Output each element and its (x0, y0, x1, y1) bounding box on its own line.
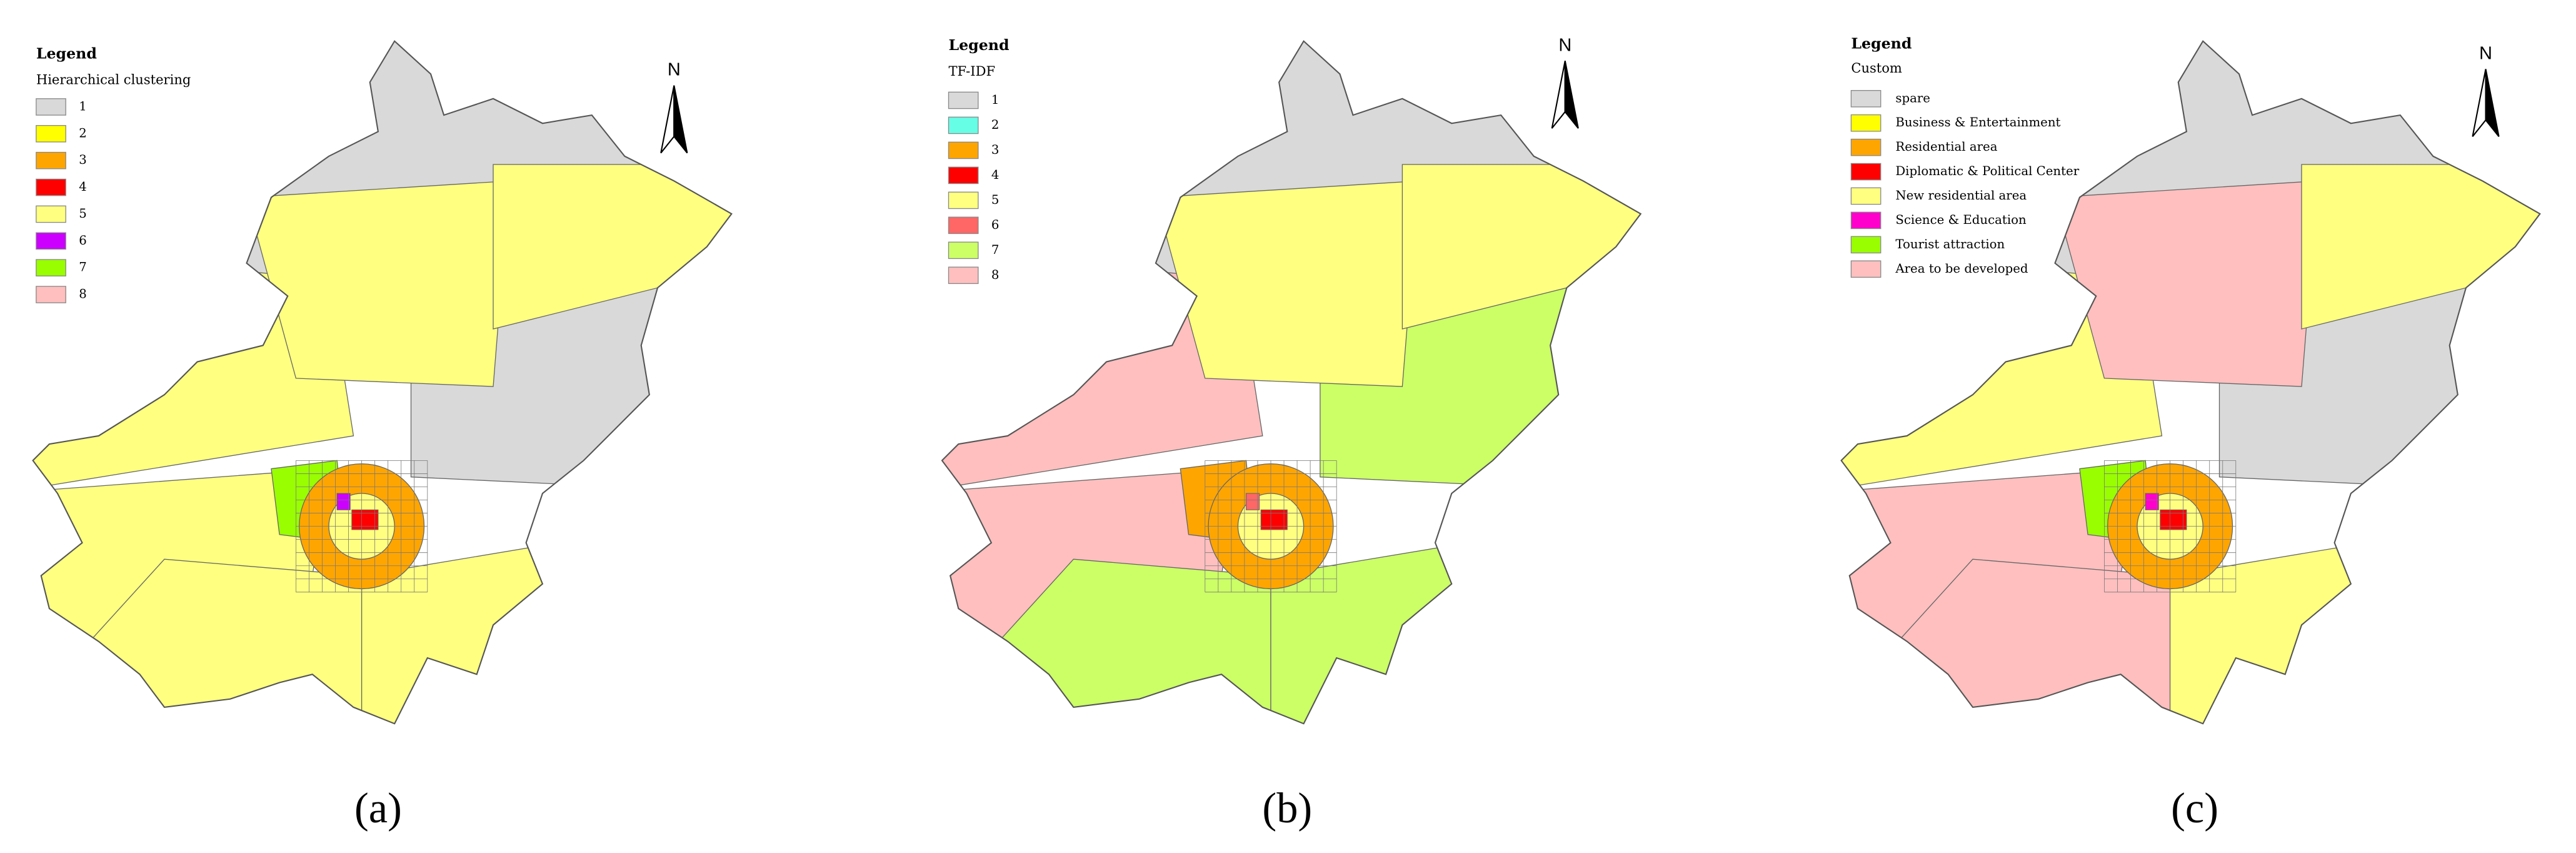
core-block (351, 509, 379, 530)
map-region (2054, 180, 2319, 387)
legend-label: 4 (991, 168, 1000, 182)
legend-label: 3 (79, 153, 87, 167)
panel-caption: (a) (354, 784, 402, 832)
legend-label: 5 (79, 206, 87, 221)
panel: Legend Custom spare Business & Entertainmen… (1840, 35, 2541, 832)
legend-swatch (948, 241, 979, 260)
map-regions (941, 41, 1641, 724)
legend-swatch (36, 259, 66, 276)
legend-label: 1 (79, 99, 87, 113)
legend-label: 4 (79, 179, 87, 194)
legend-swatch (1850, 187, 1882, 205)
legend-label: spare (1895, 91, 1930, 105)
legend-label: Business & Entertainment (1895, 115, 2060, 129)
legend-label: Residential area (1895, 139, 1997, 154)
core-block (1246, 493, 1260, 510)
legend-label: New residential area (1895, 188, 2027, 203)
map (1840, 40, 2541, 725)
legend-label: Area to be developed (1895, 261, 2028, 276)
north-arrow-right (2485, 69, 2500, 137)
legend-title: Legend (36, 44, 97, 62)
legend-label: 2 (991, 118, 1000, 132)
north-arrow-left (2472, 69, 2487, 137)
north-label: N (668, 60, 681, 80)
figure-root: Legend Hierarchical clustering 1 2 3 4 5 6 7 8 N (a… (32, 35, 2541, 832)
legend-swatch (1850, 89, 1882, 108)
legend-label: 3 (991, 143, 1000, 157)
legend-title: Legend (1851, 35, 1912, 53)
legend-label: 6 (991, 218, 1000, 232)
legend-label: 8 (991, 268, 1000, 282)
legend-swatch (948, 141, 979, 159)
core-block (336, 493, 351, 510)
legend-swatch (948, 191, 979, 209)
map-regions (1841, 41, 2540, 724)
legend-swatch (36, 178, 66, 196)
legend-swatch (36, 286, 66, 303)
legend-swatch (1850, 138, 1882, 156)
legend-label: 7 (991, 243, 1000, 257)
panel-caption: (b) (1262, 784, 1312, 832)
legend-swatch (36, 151, 66, 169)
north-arrow-right (673, 85, 688, 154)
legend-swatch (948, 266, 979, 285)
map (941, 40, 1642, 725)
legend-swatch (36, 125, 66, 143)
map-outline (1840, 40, 2541, 725)
core-block (2160, 509, 2187, 530)
panel: Legend Hierarchical clustering 1 2 3 4 5 6 7 8 N (a… (32, 40, 733, 832)
legend-subtitle: TF-IDF (949, 63, 996, 79)
legend-label: 5 (991, 193, 1000, 207)
north-arrow-left (660, 85, 675, 154)
legend-label: 6 (79, 233, 87, 248)
map-region (1155, 180, 1420, 387)
legend-label: Tourist attraction (1895, 237, 2005, 251)
map-outline (32, 40, 733, 725)
map (32, 40, 733, 725)
legend-swatch (1850, 236, 1882, 254)
legend-swatch (1850, 260, 1882, 278)
map-region (246, 180, 511, 387)
legend-swatch (1850, 211, 1882, 230)
legend-label: Diplomatic & Political Center (1895, 164, 2079, 178)
legend-swatch (948, 166, 979, 184)
panel: Legend TF-IDF 1 2 3 4 5 6 7 8 N (b) (941, 35, 1642, 832)
legend-swatch (948, 116, 979, 134)
legend-swatch (36, 98, 66, 116)
legend-subtitle: Custom (1851, 60, 1902, 76)
map-outline (941, 40, 1642, 725)
north-arrow-left (1551, 61, 1566, 129)
legend-label: Science & Education (1895, 213, 2027, 227)
legend-label: 1 (991, 93, 1000, 107)
panel-caption: (c) (2171, 784, 2218, 832)
core-block (2145, 493, 2159, 510)
legend-label: 2 (79, 126, 87, 140)
legend-label: 7 (79, 260, 87, 275)
legend-swatch (36, 205, 66, 223)
legend-label: 8 (79, 287, 87, 301)
core-block (1260, 509, 1288, 530)
legend-swatch (36, 232, 66, 250)
map-regions (33, 41, 732, 724)
legend-subtitle: Hierarchical clustering (36, 71, 191, 87)
legend-swatch (948, 216, 979, 235)
legend-swatch (1850, 114, 1882, 132)
legend-swatch (1850, 163, 1882, 181)
legend-title: Legend (949, 36, 1010, 54)
north-label: N (1558, 35, 1571, 55)
north-arrow-right (1564, 61, 1579, 129)
north-label: N (2479, 43, 2492, 63)
legend-swatch (948, 91, 979, 109)
